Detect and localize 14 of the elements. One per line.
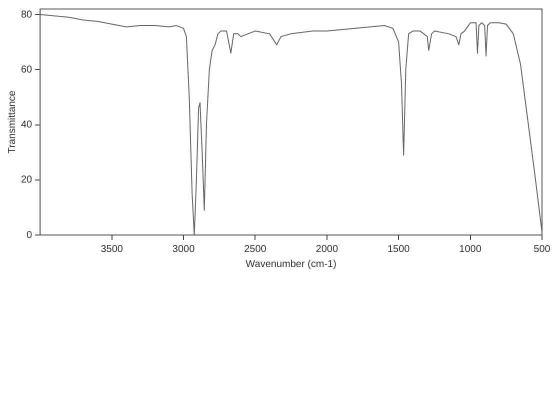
x-tick-label: 1500 <box>387 244 410 255</box>
x-tick-label: 3500 <box>100 244 124 255</box>
x-tick-label: 2500 <box>244 244 267 255</box>
y-tick-label: 80 <box>21 9 33 20</box>
x-axis-title: Wavenumber (cm-1) <box>246 258 336 270</box>
y-tick-label: 20 <box>21 174 33 186</box>
y-axis-title: Transmittance <box>6 90 18 154</box>
y-tick-label: 60 <box>21 64 33 76</box>
x-tick-label: 500 <box>534 244 551 255</box>
x-tick-label: 2000 <box>316 244 338 255</box>
y-tick-label: 0 <box>26 230 33 241</box>
y-tick-label: 40 <box>21 120 33 131</box>
x-tick-label: 3000 <box>172 244 196 255</box>
x-tick-label: 1000 <box>459 244 482 255</box>
